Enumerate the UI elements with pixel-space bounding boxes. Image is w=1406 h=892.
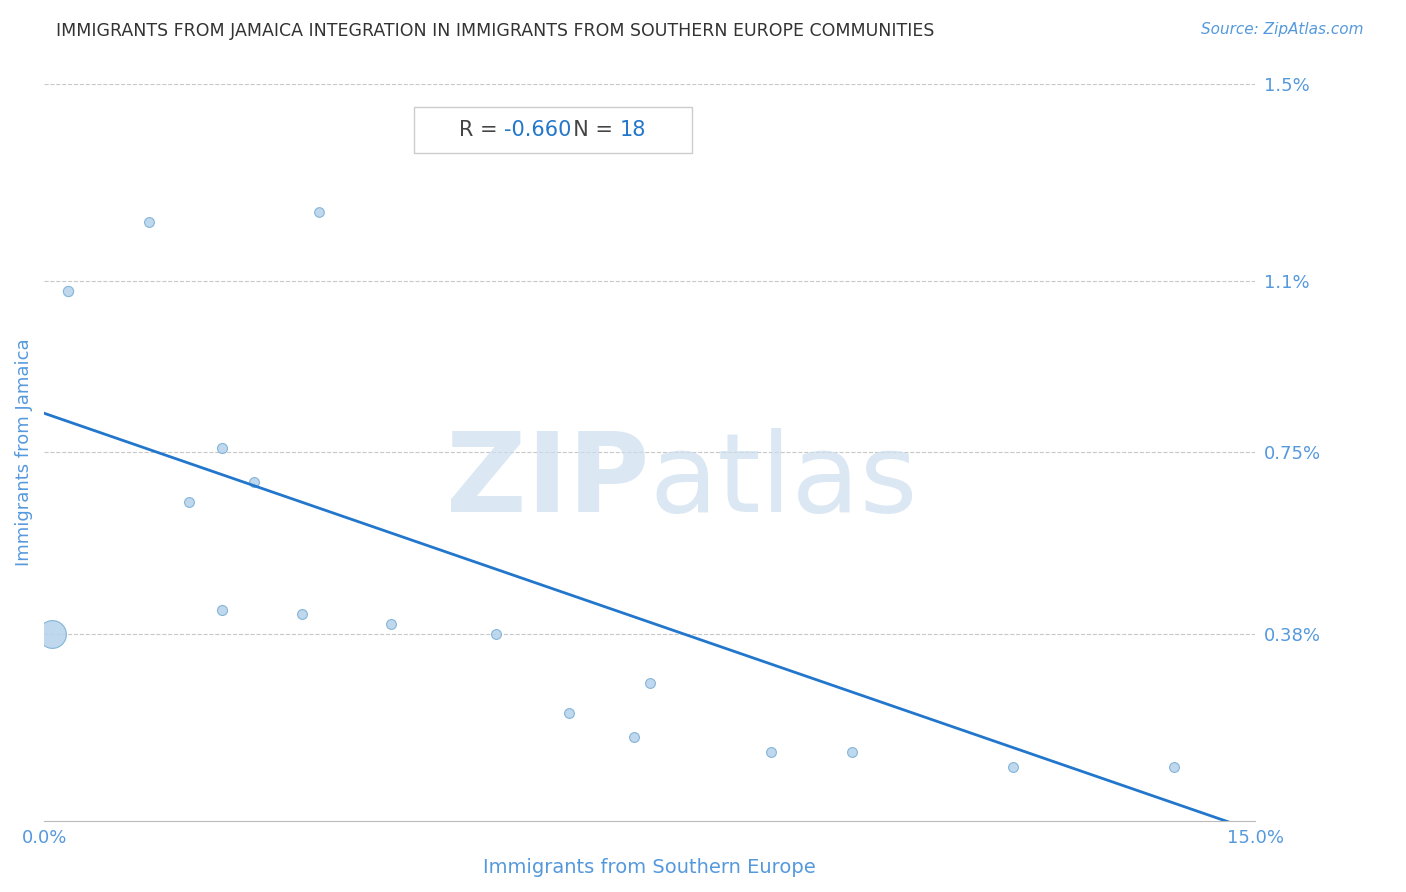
FancyBboxPatch shape (413, 107, 692, 153)
Point (1163, 759, 1185, 773)
Point (380, 617, 402, 632)
Point (623, 730, 645, 744)
Point (211, 602, 233, 616)
Point (179, 494, 201, 508)
Text: Source: ZipAtlas.com: Source: ZipAtlas.com (1201, 22, 1364, 37)
Point (558, 706, 581, 720)
Point (308, 205, 330, 219)
Point (243, 475, 266, 489)
Point (291, 607, 314, 622)
Point (41, 627, 63, 641)
Text: atlas: atlas (650, 428, 918, 535)
Text: -0.660: -0.660 (505, 120, 572, 140)
Point (138, 215, 160, 229)
Point (759, 745, 782, 759)
Point (58, 284, 80, 298)
Point (211, 441, 233, 455)
Text: IMMIGRANTS FROM JAMAICA INTEGRATION IN IMMIGRANTS FROM SOUTHERN EUROPE COMMUNITI: IMMIGRANTS FROM JAMAICA INTEGRATION IN I… (56, 22, 935, 40)
Y-axis label: Immigrants from Jamaica: Immigrants from Jamaica (15, 339, 32, 566)
Text: ZIP: ZIP (446, 428, 650, 535)
Point (841, 745, 863, 759)
Text: N =: N = (560, 120, 620, 140)
Point (638, 676, 661, 690)
Text: 18: 18 (620, 120, 645, 140)
Text: R =: R = (460, 120, 505, 140)
X-axis label: Immigrants from Southern Europe: Immigrants from Southern Europe (484, 858, 815, 877)
Point (1001, 759, 1024, 773)
Point (485, 627, 508, 641)
